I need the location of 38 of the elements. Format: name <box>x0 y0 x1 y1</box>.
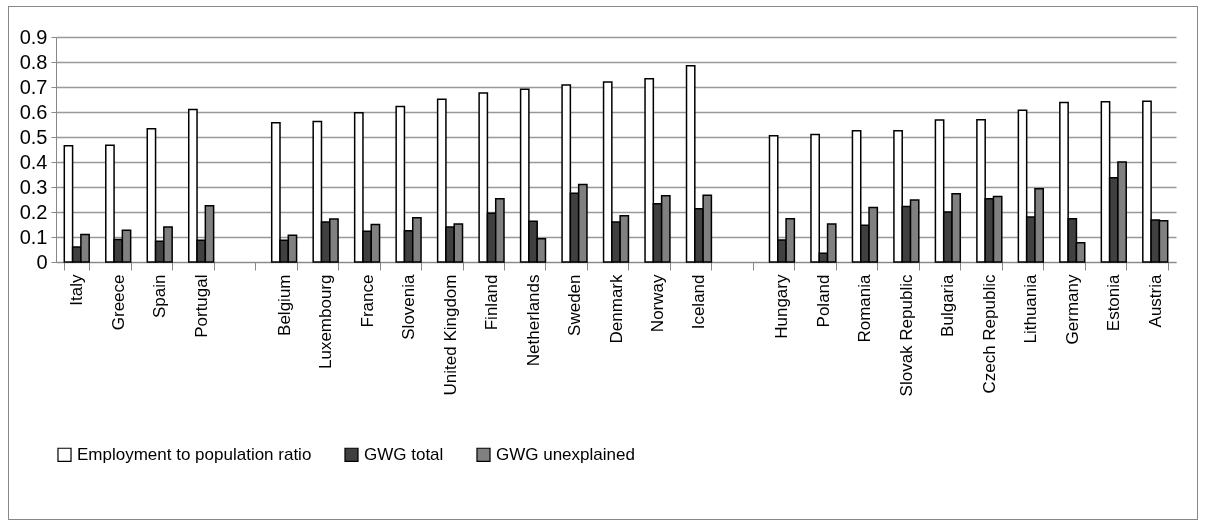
y-tick-label: 0.9 <box>19 25 48 48</box>
x-tick-label: Hungary <box>772 274 792 339</box>
x-tick-label: Spain <box>150 274 170 318</box>
x-tick-label: Bulgaria <box>938 273 958 337</box>
x-tick-label: Iceland <box>689 274 709 330</box>
legend-label: GWG unexplained <box>496 444 635 464</box>
legend-label: GWG total <box>364 444 444 464</box>
x-tick-label: Sweden <box>565 274 585 336</box>
x-tick-label: Lithuania <box>1021 273 1041 344</box>
x-tick-label: United Kingdom <box>440 274 460 396</box>
x-tick-label: Denmark <box>606 274 626 344</box>
legend-label: Employment to population ratio <box>77 444 312 464</box>
x-tick-label: Czech Republic <box>979 274 999 394</box>
y-tick-label: 0.7 <box>19 75 48 98</box>
x-tick-label: France <box>357 274 377 328</box>
x-tick-label: Austria <box>1145 273 1165 328</box>
x-tick-label: Portugal <box>191 274 211 338</box>
x-tick-label: Romania <box>855 273 875 343</box>
y-tick-label: 0.4 <box>19 150 48 173</box>
x-tick-label: Italy <box>67 274 87 306</box>
x-tick-label: Belgium <box>274 274 294 336</box>
y-tick-label: 0.8 <box>19 50 48 73</box>
y-tick-label: 0 <box>36 250 48 273</box>
y-tick-label: 0.1 <box>19 225 48 248</box>
x-tick-label: Slovenia <box>399 273 419 340</box>
y-tick-label: 0.5 <box>19 125 48 148</box>
x-tick-label: Poland <box>813 274 833 328</box>
y-tick-label: 0.6 <box>19 100 48 123</box>
x-tick-label: Netherlands <box>523 274 543 367</box>
y-tick-label: 0.3 <box>19 175 48 198</box>
x-tick-label: Slovak Republic <box>896 274 916 397</box>
x-tick-label: Finland <box>482 274 502 331</box>
x-tick-label: Greece <box>108 274 128 331</box>
y-tick-label: 0.2 <box>19 200 48 223</box>
x-tick-label: Luxembourg <box>316 274 336 370</box>
x-tick-label: Estonia <box>1104 273 1124 332</box>
x-tick-label: Norway <box>647 274 667 333</box>
x-tick-label: Germany <box>1062 274 1082 345</box>
